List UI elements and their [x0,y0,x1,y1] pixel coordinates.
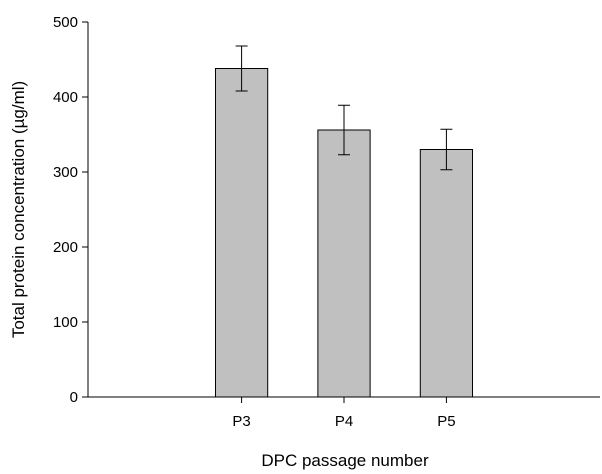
y-tick-label: 400 [53,89,78,106]
x-axis-title: DPC passage number [261,451,429,470]
bar-p4 [317,129,371,398]
x-tick-label-p4: P4 [335,413,353,430]
bar-p5 [419,149,474,398]
y-tick-label: 300 [53,164,78,181]
y-tick-label: 500 [53,14,78,31]
y-axis-ticks: 0 100 200 300 400 500 [53,14,88,406]
y-tick-label: 200 [53,239,78,256]
bar-p3 [214,68,269,398]
y-tick-label: 100 [53,314,78,331]
x-axis-ticks: P3 P4 P5 [232,397,456,430]
y-axis-title: Total protein concentration (µg/ml) [9,81,28,338]
plot-area [214,45,474,398]
x-tick-label-p3: P3 [232,413,250,430]
y-tick-label: 0 [70,389,78,406]
x-tick-label-p5: P5 [437,413,455,430]
